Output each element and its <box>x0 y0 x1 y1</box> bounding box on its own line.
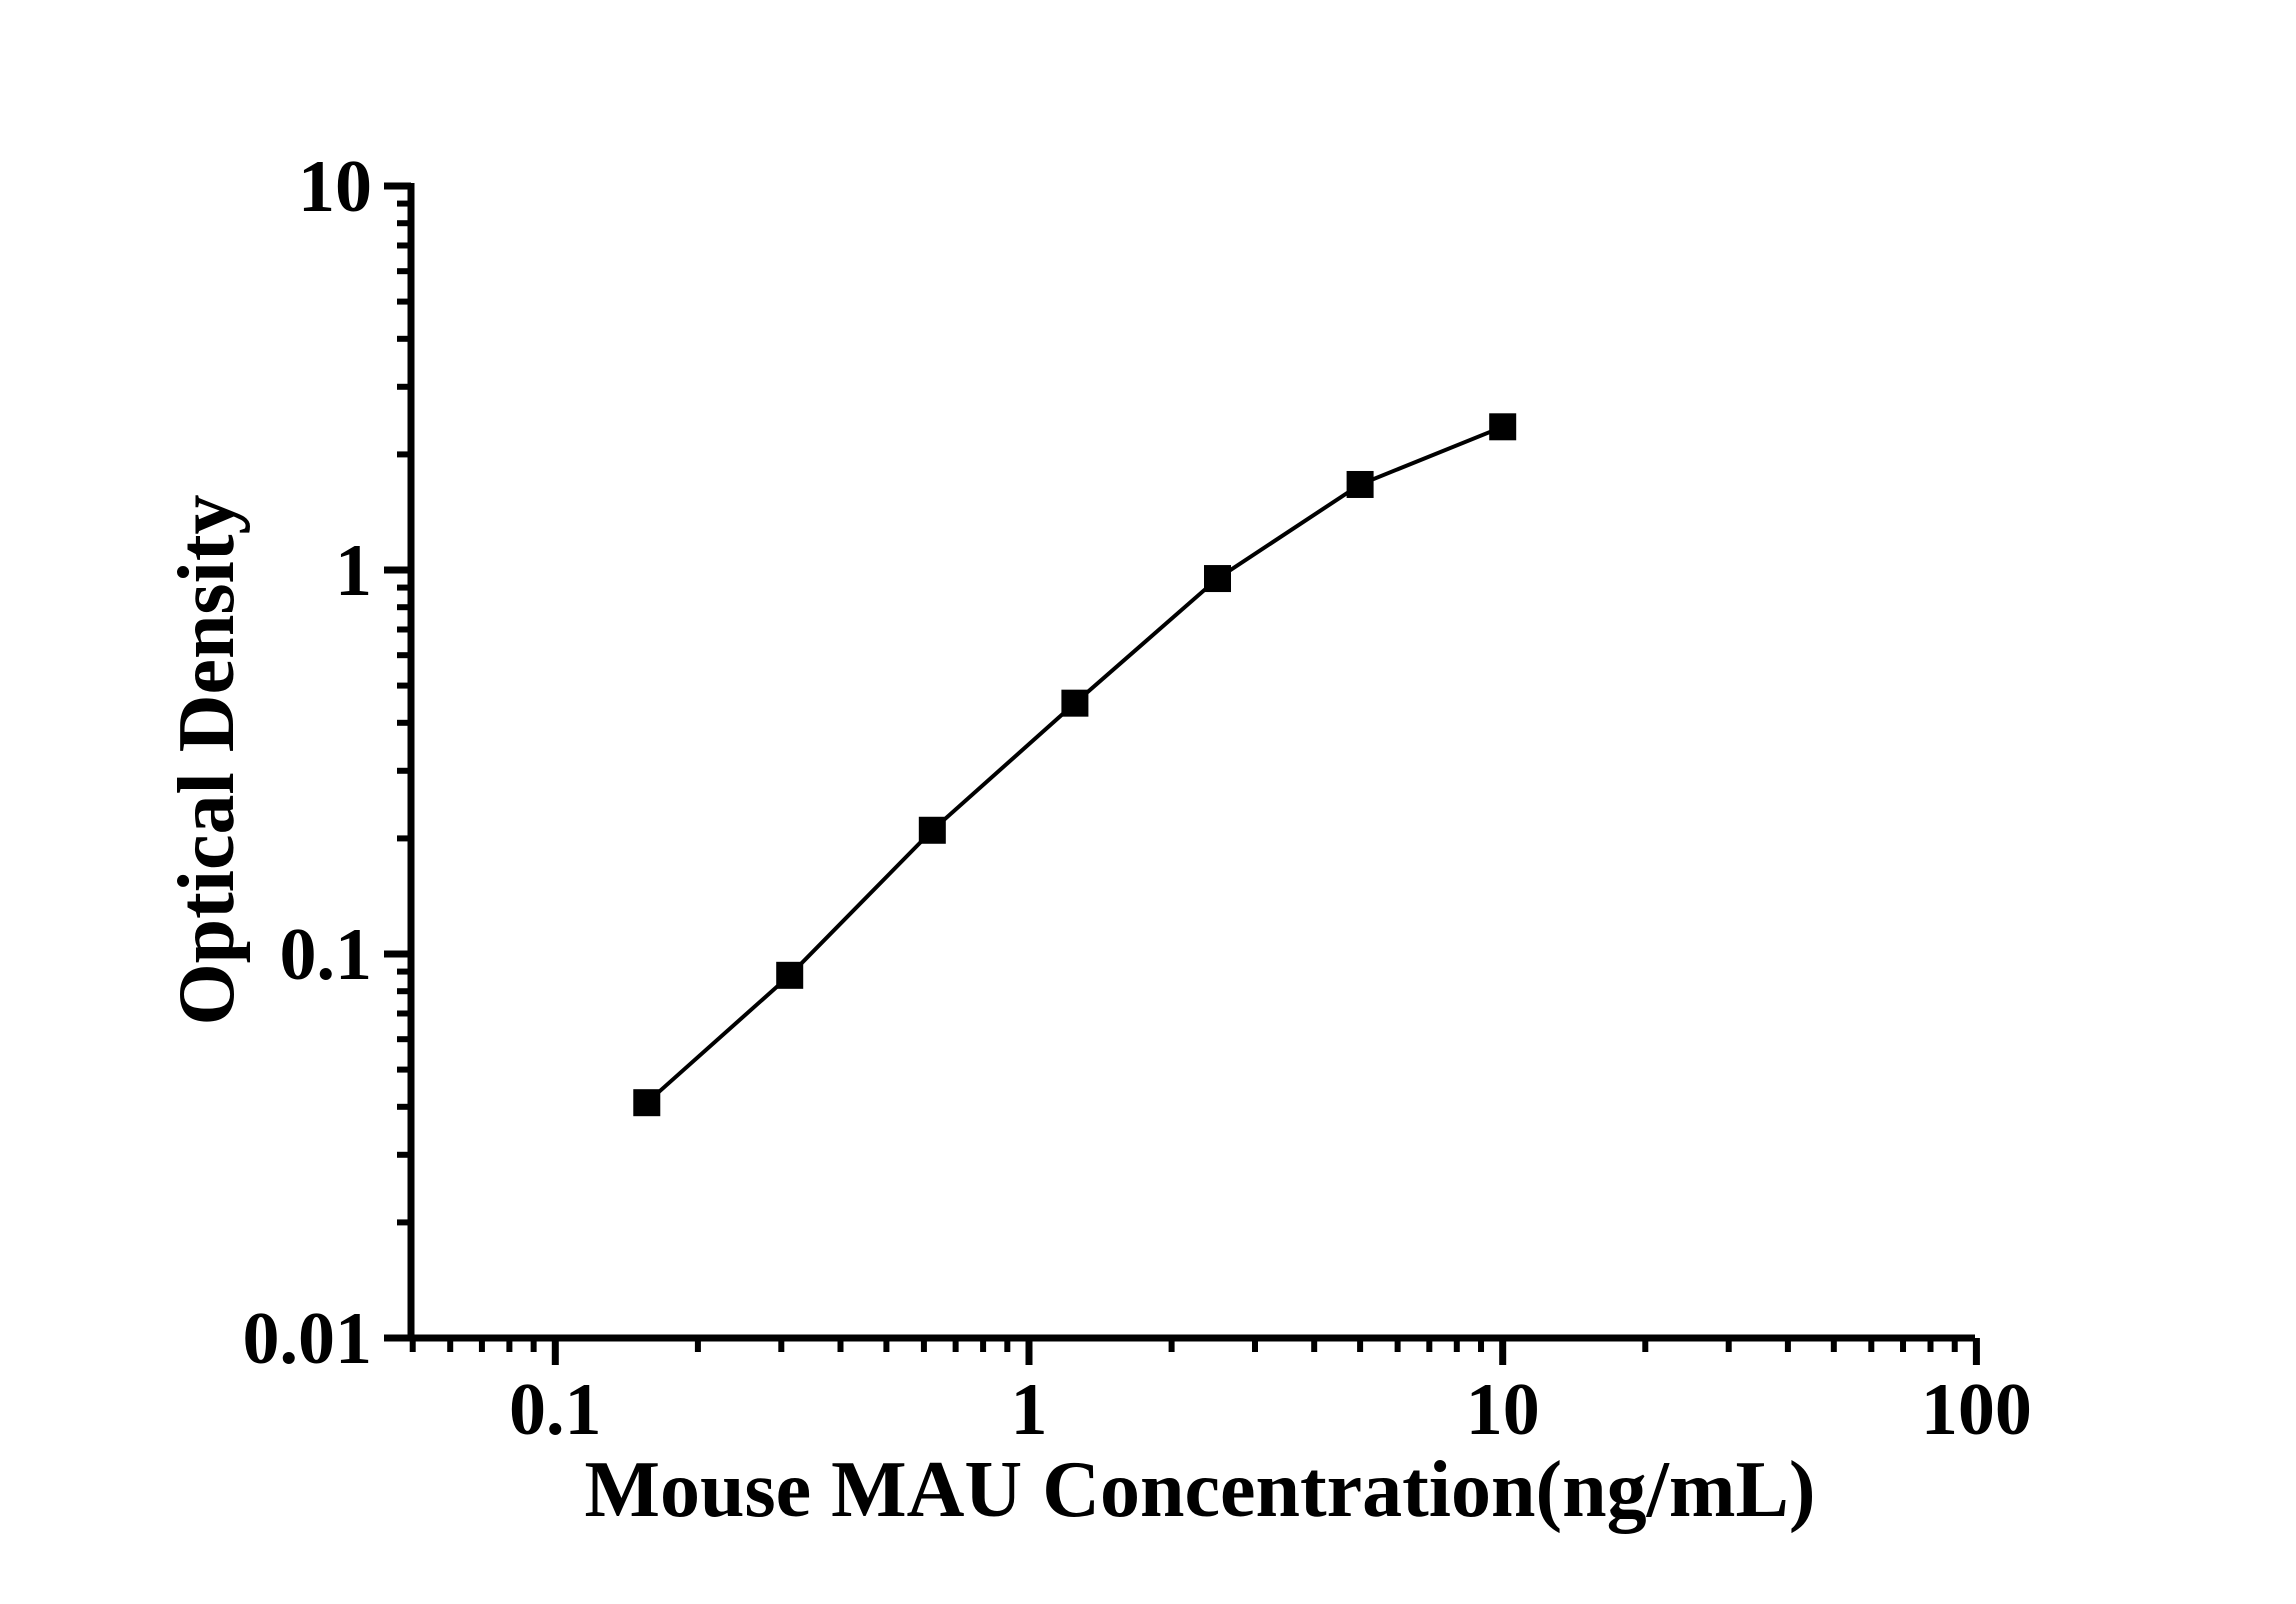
data-point-marker <box>918 816 946 844</box>
tick-layer: 0.01 0.1 1 10 0.1 1 10 100 <box>243 146 2032 1451</box>
data-point-marker <box>633 1089 661 1117</box>
y-tick-label: 0.1 <box>280 914 373 996</box>
y-tick-label: 0.01 <box>243 1298 373 1380</box>
axes-layer <box>407 183 1975 1342</box>
x-tick-label: 100 <box>1921 1369 2032 1451</box>
data-point-marker <box>1489 413 1517 441</box>
y-axis-title: Optical Density <box>163 494 251 1025</box>
x-tick-label: 10 <box>1466 1369 1540 1451</box>
series-layer <box>633 413 1517 1117</box>
y-tick-label: 1 <box>335 530 372 612</box>
x-tick-label: 1 <box>1011 1369 1048 1451</box>
data-point-marker <box>776 961 804 989</box>
series-line <box>645 424 1504 1105</box>
data-point-marker <box>1204 565 1232 593</box>
x-axis-title: Mouse MAU Concentration(ng/mL) <box>585 1446 1816 1534</box>
data-point-marker <box>1346 470 1374 498</box>
data-point-marker <box>1061 689 1089 717</box>
y-tick-label: 10 <box>298 146 372 228</box>
x-tick-label: 0.1 <box>509 1369 602 1451</box>
